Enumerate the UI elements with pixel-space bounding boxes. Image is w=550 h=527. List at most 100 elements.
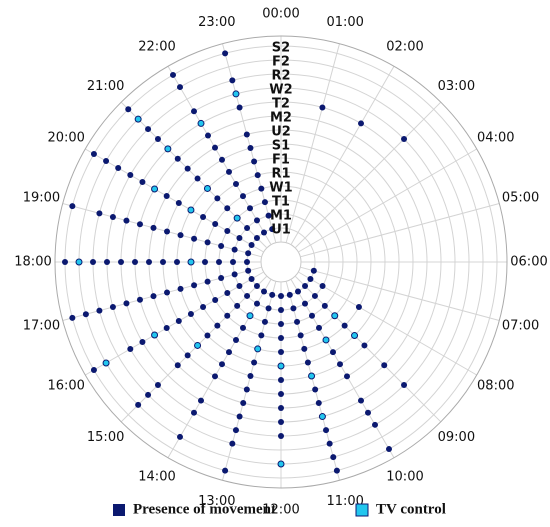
- movement-point: [358, 397, 364, 404]
- movement-point: [174, 259, 180, 265]
- movement-point: [218, 275, 225, 282]
- movement-point: [96, 210, 103, 217]
- ring-label: T1: [272, 195, 290, 210]
- movement-point: [145, 391, 152, 398]
- tv-point: [246, 312, 254, 320]
- movement-point: [301, 345, 308, 352]
- grid-spoke: [290, 279, 395, 458]
- movement-point: [231, 246, 238, 253]
- movement-point: [132, 259, 138, 265]
- grid-spoke: [285, 43, 340, 243]
- movement-point: [224, 205, 231, 212]
- movement-point: [319, 104, 326, 111]
- movement-point: [330, 454, 337, 461]
- movement-point: [160, 259, 166, 265]
- tv-point: [331, 312, 339, 320]
- movement-point: [202, 259, 208, 265]
- movement-point: [234, 302, 241, 309]
- movement-point: [118, 259, 124, 265]
- movement-point: [174, 362, 181, 369]
- tv-point: [203, 184, 211, 192]
- tv-point: [351, 332, 359, 340]
- movement-point: [269, 291, 276, 298]
- movement-point: [278, 349, 284, 355]
- movement-point: [278, 419, 284, 425]
- movement-point: [247, 372, 254, 379]
- outer-circle: [54, 35, 508, 489]
- movement-point: [307, 276, 314, 282]
- grid-spoke: [120, 101, 268, 249]
- tv-point: [318, 413, 326, 421]
- movement-point: [248, 276, 255, 282]
- tv-point: [194, 341, 202, 349]
- ring-label: R2: [271, 69, 290, 84]
- movement-point: [232, 427, 239, 434]
- movement-point: [104, 259, 110, 265]
- movement-point: [258, 332, 265, 339]
- movement-point: [231, 271, 238, 278]
- tv-point: [322, 336, 330, 344]
- movement-point: [258, 185, 265, 192]
- legend-swatch: [113, 504, 125, 516]
- tv-point: [254, 345, 262, 353]
- ring-label: U2: [271, 125, 291, 140]
- movement-point: [365, 409, 371, 416]
- ring-label: U1: [271, 223, 291, 238]
- movement-point: [337, 361, 343, 368]
- hour-label: 14:00: [138, 469, 175, 484]
- tv-point: [151, 185, 159, 193]
- movement-point: [200, 214, 207, 220]
- movement-point: [229, 440, 236, 447]
- movement-point: [69, 203, 76, 210]
- movement-point: [294, 318, 301, 325]
- movement-point: [219, 156, 225, 163]
- movement-point: [135, 401, 142, 408]
- movement-point: [386, 446, 392, 453]
- movement-point: [236, 235, 243, 241]
- movement-point: [316, 324, 322, 331]
- movement-point: [244, 259, 250, 265]
- movement-point: [69, 314, 76, 321]
- movement-point: [333, 467, 340, 474]
- ring-label: W1: [269, 181, 292, 196]
- movement-point: [381, 362, 388, 369]
- movement-point: [278, 335, 284, 341]
- grid-spoke: [62, 203, 262, 258]
- movement-point: [175, 200, 182, 206]
- movement-point: [248, 242, 255, 248]
- movement-point: [191, 108, 197, 115]
- tv-point: [151, 331, 159, 339]
- movement-point: [150, 293, 157, 300]
- movement-point: [236, 283, 243, 289]
- movement-point: [224, 228, 231, 234]
- tv-point: [102, 359, 110, 367]
- movement-point: [212, 373, 218, 380]
- movement-point: [204, 278, 211, 285]
- movement-point: [204, 332, 211, 339]
- ring-label: M1: [270, 209, 292, 224]
- grid-spoke: [300, 266, 500, 321]
- tv-point: [134, 115, 142, 123]
- movement-point: [150, 224, 157, 231]
- movement-point: [194, 175, 201, 182]
- hour-label: 16:00: [47, 379, 84, 394]
- movement-point: [254, 300, 260, 307]
- movement-point: [164, 228, 171, 235]
- hour-label: 19:00: [23, 190, 60, 205]
- grid-spoke: [222, 281, 277, 481]
- movement-point: [115, 165, 122, 171]
- movement-point: [247, 205, 253, 212]
- tv-point: [187, 206, 195, 214]
- ring-label: R1: [271, 167, 290, 182]
- movement-point: [253, 234, 260, 241]
- movement-point: [344, 373, 350, 380]
- movement-point: [90, 367, 97, 373]
- movement-point: [295, 288, 301, 295]
- movement-point: [177, 84, 183, 91]
- movement-point: [177, 285, 184, 292]
- tv-point: [233, 214, 241, 222]
- movement-point: [212, 221, 219, 227]
- movement-point: [226, 168, 232, 175]
- hour-label: 10:00: [386, 469, 423, 484]
